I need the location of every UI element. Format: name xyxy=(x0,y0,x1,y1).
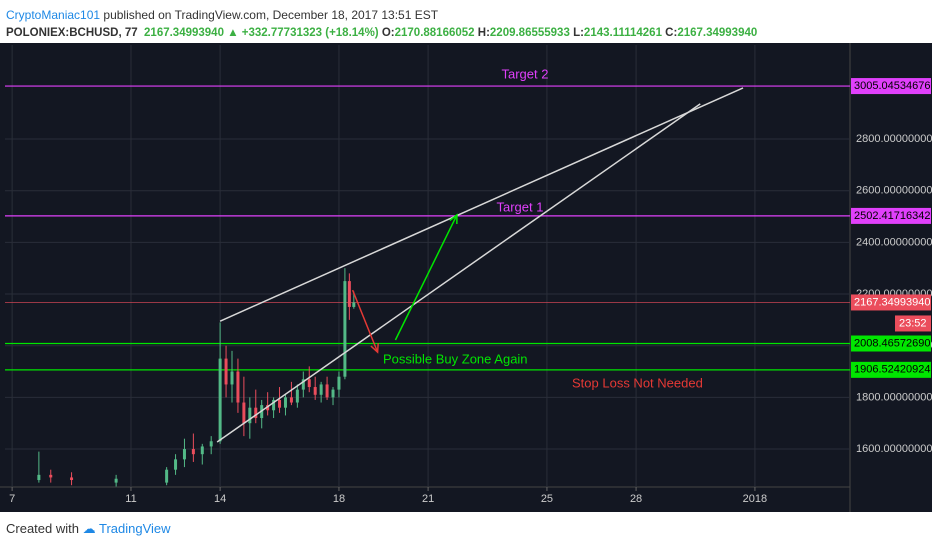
footer-text: Created with xyxy=(6,521,79,536)
level-tag xyxy=(851,294,931,311)
x-tick-label: 18 xyxy=(333,493,345,505)
countdown: 23:52 xyxy=(899,317,927,329)
ohlc-key: O: xyxy=(381,27,395,39)
candle-body xyxy=(289,397,293,403)
candle-body xyxy=(254,407,258,419)
level-label: 2167.34993940 xyxy=(854,296,930,308)
annotation: Target 2 xyxy=(502,66,549,81)
up-arrow: ▲ xyxy=(227,27,239,39)
annotation: Possible Buy Zone Again xyxy=(383,351,528,366)
y-tick-label: 2600.00000000 xyxy=(856,185,932,197)
candle-body xyxy=(114,478,118,483)
arrow-head xyxy=(449,213,458,224)
last: 2167.34993940 xyxy=(144,27,224,39)
symbol: POLONIEX:BCHUSD, 77 xyxy=(6,27,138,39)
candle-body xyxy=(230,371,234,385)
candle-body xyxy=(319,384,323,395)
candle-body xyxy=(313,387,317,395)
ohlc-value: 2167.34993940 xyxy=(677,27,758,39)
candle-body xyxy=(352,302,356,307)
candle-body xyxy=(236,371,240,403)
x-tick-label: 11 xyxy=(125,493,136,505)
y-tick-label: 2400.00000000 xyxy=(856,236,932,248)
trendline xyxy=(219,87,744,322)
countdown-tag xyxy=(895,315,931,332)
candle-body xyxy=(218,358,222,442)
candle-body xyxy=(266,405,270,411)
ohlc-value: 2209.86555933 xyxy=(489,27,570,39)
ohlc-value: 2170.88166052 xyxy=(394,27,475,39)
candle-body xyxy=(295,389,299,403)
trendline xyxy=(216,103,701,443)
annotation: Target 1 xyxy=(497,199,544,214)
x-tick-label: 25 xyxy=(541,493,553,505)
candle-body xyxy=(301,379,305,390)
candle-body xyxy=(331,389,335,398)
candle-body xyxy=(200,446,204,455)
candle-body xyxy=(272,399,276,411)
arrow-head xyxy=(370,343,379,354)
x-tick-label: 14 xyxy=(214,493,226,505)
candle-body xyxy=(182,449,186,460)
candle-body xyxy=(70,477,74,481)
ohlc-key: H: xyxy=(477,27,490,39)
level-tag xyxy=(851,78,931,95)
y-tick-label: 1800.00000000 xyxy=(856,391,932,403)
author[interactable]: CryptoManiac101 xyxy=(6,8,101,22)
plot-background xyxy=(0,43,932,512)
x-tick-label: 21 xyxy=(422,493,434,505)
candle-body xyxy=(343,281,347,377)
candle-body xyxy=(191,449,195,455)
candle-body xyxy=(325,384,329,398)
level-label: 3005.04534676 xyxy=(854,80,930,92)
candle-body xyxy=(248,407,252,424)
change: +332.77731323 (+18.14%) xyxy=(241,27,379,39)
candle-body xyxy=(209,441,213,447)
candle-body xyxy=(49,474,53,478)
trendline xyxy=(394,214,458,341)
candle-body xyxy=(337,376,341,390)
candle-body xyxy=(37,474,41,481)
candle-body xyxy=(278,399,282,408)
candle-body xyxy=(283,397,287,408)
candle-body xyxy=(347,281,351,307)
candle-body xyxy=(224,358,228,385)
published: published on TradingView.com, December 1… xyxy=(103,8,439,22)
header: CryptoManiac101 published on TradingView… xyxy=(6,6,757,42)
candle-body xyxy=(307,379,311,388)
level-label: 2502.41716342 xyxy=(854,210,930,222)
x-tick-label: 2018 xyxy=(743,493,767,505)
level-tag xyxy=(851,207,931,224)
chart: 1600.000000001800.000000002000.000000002… xyxy=(0,43,932,512)
brand-icon: ☁ xyxy=(82,521,96,536)
y-tick-label: 1600.00000000 xyxy=(856,443,932,455)
candle-body xyxy=(242,402,246,424)
x-tick-label: 7 xyxy=(9,493,15,505)
candle-body xyxy=(174,459,178,470)
candle-body xyxy=(165,469,169,483)
trendline xyxy=(351,289,379,353)
footer: Created with ☁ TradingView xyxy=(6,521,171,537)
level-label: 2008.46572690 xyxy=(854,337,930,349)
ohlc-value: 2143.11114261 xyxy=(583,27,662,39)
brand[interactable]: TradingView xyxy=(99,521,171,536)
level-tag xyxy=(851,361,931,378)
annotation: Stop Loss Not Needed xyxy=(572,375,703,390)
ohlc-key: C: xyxy=(665,27,678,39)
level-tag xyxy=(851,335,931,352)
ohlc: O:2170.88166052 H:2209.86555933 L:2143.1… xyxy=(382,27,757,39)
x-tick-label: 28 xyxy=(630,493,642,505)
ohlc-key: L: xyxy=(573,27,584,39)
y-tick-label: 2800.00000000 xyxy=(856,133,932,145)
level-label: 1906.52420924 xyxy=(854,364,930,376)
